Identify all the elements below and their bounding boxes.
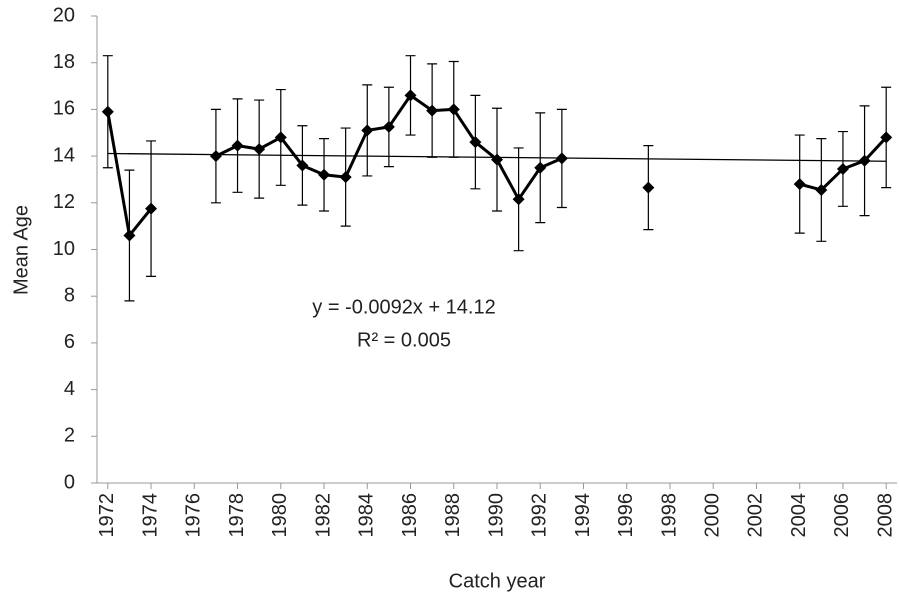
- trend-equation: y = -0.0092x + 14.12: [312, 296, 495, 318]
- x-tick-label: 1974: [139, 493, 161, 538]
- data-point: [382, 120, 395, 133]
- data-point: [426, 104, 439, 117]
- data-point: [534, 161, 547, 174]
- data-point: [642, 181, 655, 194]
- x-tick-label: 1980: [269, 493, 291, 538]
- data-point: [491, 153, 503, 166]
- data-point: [469, 136, 482, 149]
- x-tick-label: 2000: [701, 493, 723, 538]
- data-point: [836, 162, 849, 175]
- data-point: [555, 152, 568, 165]
- data-point: [318, 168, 331, 181]
- data-point: [296, 159, 309, 172]
- data-point: [253, 143, 266, 156]
- x-tick-label: 1990: [485, 493, 507, 538]
- x-tick-label: 1996: [615, 493, 637, 538]
- x-tick-label: 1978: [226, 493, 248, 538]
- x-tick-label: 1984: [356, 493, 378, 538]
- x-tick-label: 1992: [529, 493, 551, 538]
- y-tick-label: 4: [64, 378, 75, 400]
- data-point: [145, 202, 158, 215]
- x-tick-label: 2002: [745, 493, 767, 538]
- data-point: [231, 139, 244, 152]
- y-tick-label: 10: [53, 238, 75, 260]
- y-tick-label: 12: [53, 191, 75, 213]
- y-tick-label: 16: [53, 98, 75, 120]
- x-tick-label: 1986: [399, 493, 421, 538]
- x-tick-label: 2006: [831, 493, 853, 538]
- x-tick-label: 1982: [312, 493, 334, 538]
- data-point: [512, 193, 525, 206]
- y-tick-label: 0: [64, 471, 75, 493]
- trend-r2: R² = 0.005: [357, 329, 451, 351]
- x-tick-label: 2004: [788, 493, 810, 538]
- data-point: [793, 178, 806, 191]
- y-tick-label: 20: [53, 4, 75, 26]
- x-tick-label: 1994: [572, 493, 594, 538]
- y-tick-label: 14: [53, 144, 75, 166]
- x-tick-label: 1976: [183, 493, 205, 538]
- data-point: [361, 124, 374, 137]
- data-point: [274, 131, 287, 144]
- x-tick-label: 1988: [442, 493, 464, 538]
- data-point: [209, 150, 222, 163]
- data-point: [123, 229, 136, 242]
- y-axis-title: Mean Age: [10, 205, 32, 295]
- data-point: [815, 183, 828, 196]
- y-tick-label: 18: [53, 51, 75, 73]
- data-point: [404, 89, 417, 102]
- data-point: [101, 105, 114, 118]
- y-tick-label: 8: [64, 284, 75, 306]
- y-tick-label: 6: [64, 331, 75, 353]
- x-axis-title: Catch year: [449, 570, 546, 592]
- x-tick-label: 1998: [658, 493, 680, 538]
- x-tick-label: 2008: [874, 493, 896, 538]
- data-point: [858, 154, 871, 167]
- data-point: [880, 131, 893, 144]
- data-point: [447, 103, 460, 116]
- x-tick-label: 1972: [96, 493, 118, 538]
- data-point: [339, 171, 352, 184]
- y-tick-label: 2: [64, 425, 75, 447]
